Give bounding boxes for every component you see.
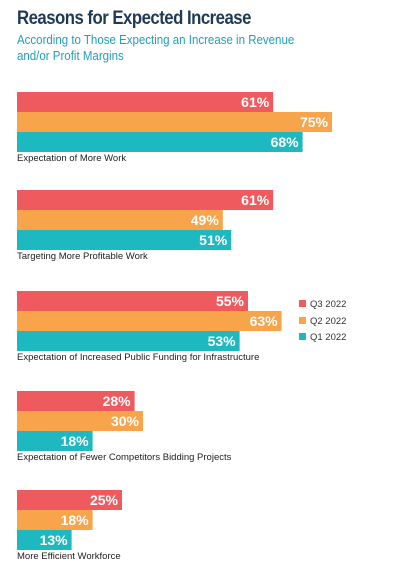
bar-value-label: 53%	[208, 333, 237, 349]
bar	[17, 510, 93, 530]
bar-value-label: 30%	[111, 413, 140, 429]
bar-value-label: 13%	[40, 532, 69, 548]
bar	[17, 210, 223, 230]
bar	[17, 230, 232, 250]
bar	[17, 331, 240, 351]
bar	[17, 132, 303, 152]
bar-value-label: 61%	[241, 94, 270, 110]
chart-subtitle: According to Those Expecting an Increase…	[17, 33, 295, 63]
bar	[17, 190, 274, 210]
bar-value-label: 28%	[103, 393, 132, 409]
bar	[17, 431, 93, 451]
bar	[17, 311, 282, 331]
bar-value-label: 25%	[90, 492, 119, 508]
chart-title: Reasons for Expected Increase	[17, 7, 251, 29]
category-label: Expectation of More Work	[17, 153, 126, 164]
bar-value-label: 49%	[191, 212, 220, 228]
legend-swatch	[299, 333, 306, 340]
bar-value-label: 68%	[271, 134, 300, 150]
bar-value-label: 75%	[300, 114, 329, 130]
legend-swatch	[299, 317, 306, 324]
bar	[17, 530, 72, 550]
category-label: More Efficient Workforce	[17, 551, 121, 562]
legend-label: Q2 2022	[310, 316, 346, 327]
bar-value-label: 18%	[61, 433, 90, 449]
bar	[17, 391, 135, 411]
bar-value-label: 55%	[216, 293, 245, 309]
bar-value-label: 51%	[199, 232, 228, 248]
bar-value-label: 61%	[241, 192, 270, 208]
legend-label: Q3 2022	[310, 299, 346, 310]
bar-value-label: 63%	[250, 313, 279, 329]
category-label: Expectation of Fewer Competitors Bidding…	[17, 452, 232, 463]
bar-value-label: 18%	[61, 512, 90, 528]
legend-swatch	[299, 300, 306, 307]
category-label: Expectation of Increased Public Funding …	[17, 352, 259, 363]
bar	[17, 112, 332, 132]
legend-label: Q1 2022	[310, 332, 346, 343]
bar	[17, 92, 274, 112]
bar	[17, 490, 122, 510]
bar	[17, 411, 143, 431]
bar	[17, 291, 248, 311]
category-label: Targeting More Profitable Work	[17, 251, 148, 262]
